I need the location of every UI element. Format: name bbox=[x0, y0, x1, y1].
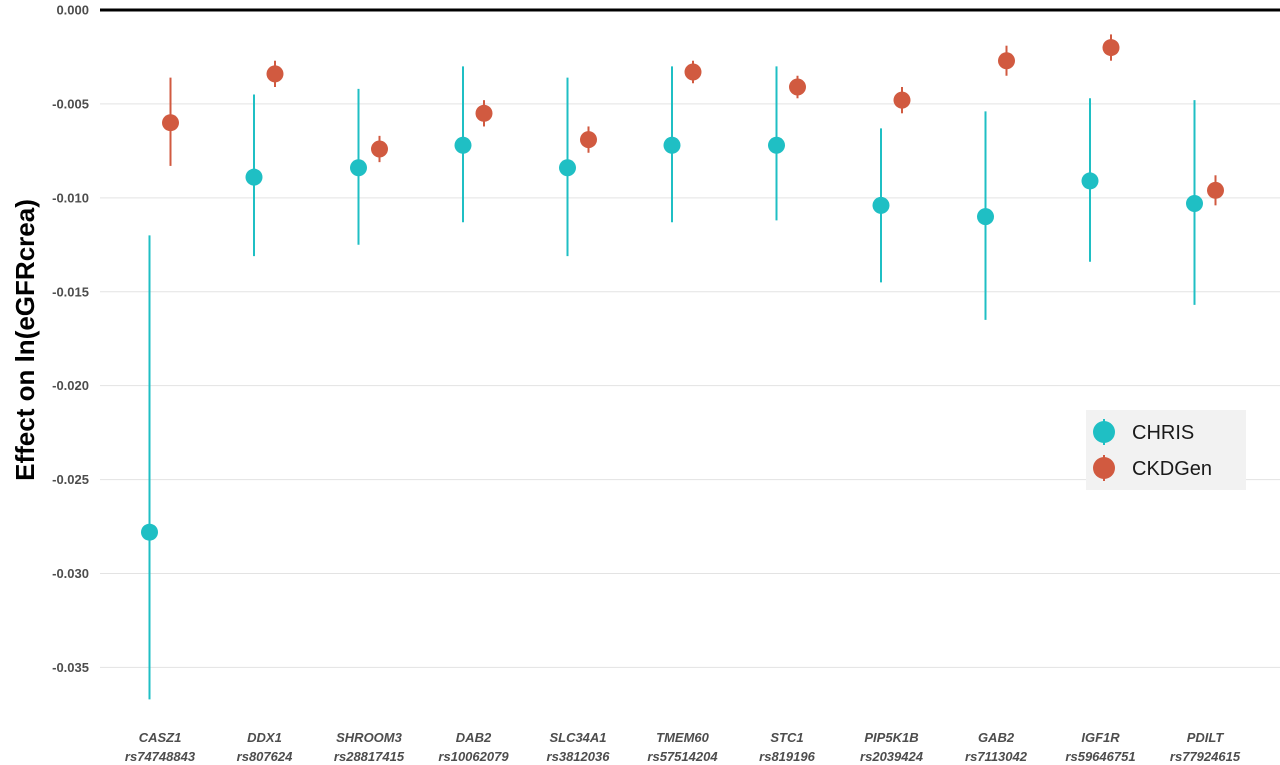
point-ckdgen bbox=[1207, 181, 1224, 199]
legend-key-chris-dot bbox=[1093, 421, 1115, 443]
point-ckdgen bbox=[266, 65, 284, 83]
legend-label-ckdgen: CKDGen bbox=[1132, 458, 1212, 480]
y-axis-label: Effect on ln(eGFRcrea) bbox=[10, 199, 40, 481]
point-ckdgen bbox=[1102, 39, 1120, 57]
x-tick-label-gene: IGF1R bbox=[1081, 730, 1120, 745]
y-tick-label: -0.015 bbox=[52, 284, 89, 299]
x-tick-labels: CASZ1 rs74748843 DDX1 rs807624 SHROOM3 rs2881… bbox=[125, 730, 1241, 764]
point-ckdgen bbox=[893, 91, 911, 109]
point-ckdgen bbox=[580, 131, 597, 149]
y-tick-label: 0.000 bbox=[56, 3, 89, 18]
legend-item-ckdgen: CKDGen bbox=[1093, 455, 1212, 481]
x-tick-label-gene: GAB2 bbox=[978, 730, 1015, 745]
data-marks bbox=[141, 34, 1224, 700]
x-tick-label-gene: DDX1 bbox=[247, 730, 282, 745]
legend-key-ckdgen-dot bbox=[1093, 457, 1115, 479]
x-tick-label-snp: rs74748843 bbox=[125, 749, 196, 764]
point-ckdgen bbox=[371, 140, 388, 158]
x-tick-label-snp: rs3812036 bbox=[547, 749, 611, 764]
x-tick-label-gene: PDILT bbox=[1187, 730, 1225, 745]
point-ckdgen bbox=[162, 114, 179, 132]
y-tick-label: -0.025 bbox=[52, 472, 89, 487]
gridlines bbox=[100, 103, 1280, 668]
point-chris bbox=[768, 136, 785, 154]
point-ckdgen bbox=[475, 104, 493, 122]
y-tick-label: -0.005 bbox=[52, 96, 89, 111]
y-tick-label: -0.020 bbox=[52, 378, 89, 393]
x-tick-label-gene: PIP5K1B bbox=[864, 730, 918, 745]
point-chris bbox=[245, 168, 263, 186]
x-tick-label-snp: rs807624 bbox=[237, 749, 293, 764]
point-chris bbox=[559, 159, 576, 177]
point-ckdgen bbox=[998, 52, 1015, 70]
point-chris bbox=[1081, 172, 1099, 190]
x-tick-label-snp: rs59646751 bbox=[1065, 749, 1135, 764]
point-ckdgen bbox=[684, 63, 702, 81]
x-tick-label-snp: rs57514204 bbox=[647, 749, 718, 764]
x-tick-label-snp: rs10062079 bbox=[438, 749, 509, 764]
point-chris bbox=[350, 159, 367, 177]
x-tick-label-snp: rs2039424 bbox=[860, 749, 924, 764]
legend-background bbox=[1086, 410, 1246, 490]
legend-label-chris: CHRIS bbox=[1132, 422, 1194, 444]
x-tick-label-gene: SLC34A1 bbox=[549, 730, 606, 745]
x-tick-label-gene: TMEM60 bbox=[656, 730, 710, 745]
point-chris bbox=[872, 196, 890, 214]
x-tick-label-snp: rs28817415 bbox=[334, 749, 405, 764]
x-tick-label-snp: rs7113042 bbox=[965, 749, 1028, 764]
x-tick-label-gene: DAB2 bbox=[456, 730, 492, 745]
point-chris bbox=[663, 136, 681, 154]
x-tick-label-gene: CASZ1 bbox=[139, 730, 182, 745]
point-chris bbox=[454, 136, 472, 154]
point-chris bbox=[1186, 194, 1203, 212]
y-tick-label: -0.030 bbox=[52, 566, 89, 581]
x-tick-label-gene: STC1 bbox=[770, 730, 803, 745]
y-tick-label: -0.035 bbox=[52, 660, 89, 675]
point-chris bbox=[141, 523, 158, 541]
legend-item-chris: CHRIS bbox=[1093, 419, 1194, 445]
x-tick-label-snp: rs77924615 bbox=[1170, 749, 1241, 764]
x-tick-label-snp: rs819196 bbox=[759, 749, 815, 764]
y-tick-label: -0.010 bbox=[52, 190, 89, 205]
legend: CHRIS CKDGen bbox=[1086, 410, 1246, 490]
x-tick-label-gene: SHROOM3 bbox=[336, 730, 403, 745]
y-tick-labels: 0.000 -0.005 -0.010 -0.015 -0.020 -0.025 -0.03… bbox=[52, 3, 89, 675]
point-ckdgen bbox=[789, 78, 806, 96]
point-chris bbox=[977, 208, 994, 226]
